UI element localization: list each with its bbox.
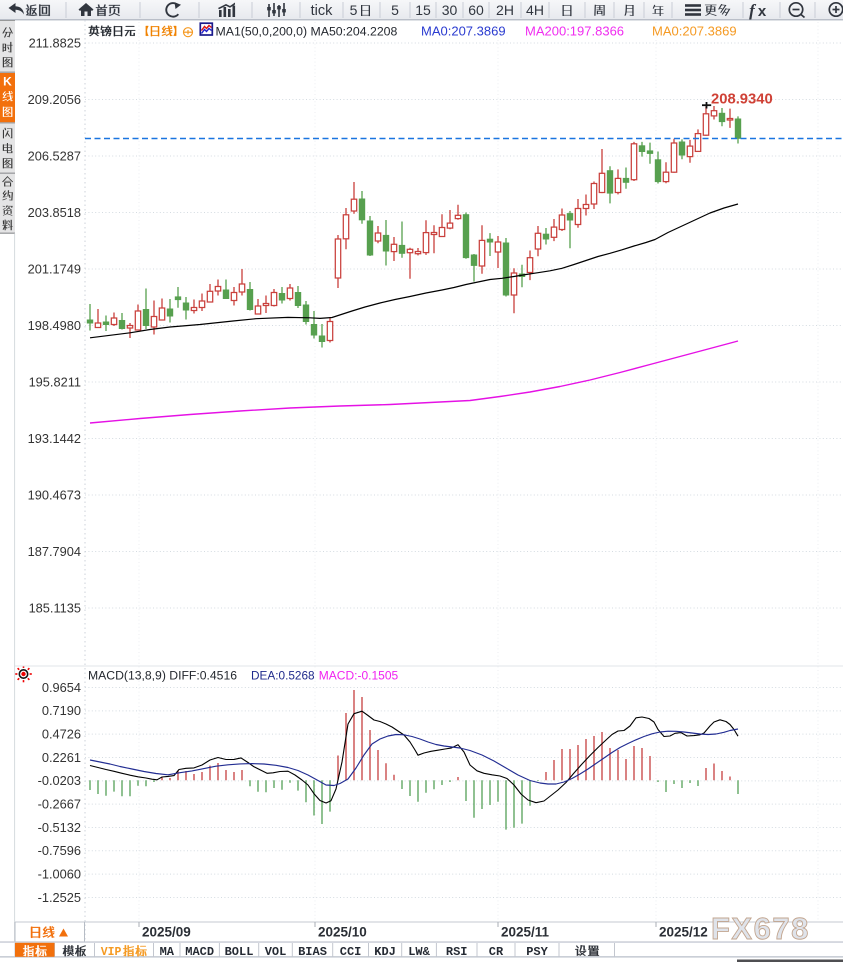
svg-text:CCI: CCI	[340, 945, 362, 959]
svg-text:FX678: FX678	[711, 911, 810, 946]
svg-text:MA0:207.3869: MA0:207.3869	[652, 24, 737, 39]
svg-text:-0.5132: -0.5132	[38, 820, 81, 835]
svg-text:5: 5	[391, 2, 399, 18]
svg-text:MACD(13,8,9) DIFF:0.4516: MACD(13,8,9) DIFF:0.4516	[88, 669, 237, 683]
svg-text:tick: tick	[311, 3, 334, 19]
svg-text:2025/10: 2025/10	[318, 925, 367, 940]
svg-text:DEA:0.5268: DEA:0.5268	[251, 669, 315, 683]
svg-text:195.8211: 195.8211	[29, 374, 81, 389]
svg-text:193.1442: 193.1442	[28, 431, 81, 446]
svg-text:30: 30	[442, 2, 458, 18]
svg-text:2H: 2H	[496, 2, 514, 18]
svg-text:198.4980: 198.4980	[28, 318, 81, 333]
svg-text:MA: MA	[160, 945, 175, 959]
svg-text:206.5287: 206.5287	[28, 148, 81, 163]
svg-text:208.9340: 208.9340	[711, 92, 773, 108]
svg-text:0.7190: 0.7190	[42, 703, 81, 718]
svg-text:-0.2667: -0.2667	[38, 796, 81, 811]
svg-text:15: 15	[415, 2, 431, 18]
svg-text:KDJ: KDJ	[374, 945, 396, 959]
svg-text:190.4673: 190.4673	[28, 487, 81, 502]
svg-text:5: 5	[350, 2, 358, 18]
svg-text:0.4726: 0.4726	[42, 726, 81, 741]
svg-text:-0.7596: -0.7596	[38, 843, 81, 858]
svg-text:2025/12: 2025/12	[659, 925, 708, 940]
svg-text:RSI: RSI	[446, 945, 468, 959]
svg-text:K: K	[3, 74, 12, 88]
svg-text:2025/09: 2025/09	[142, 925, 191, 940]
svg-text:60: 60	[468, 2, 484, 18]
svg-text:f: f	[749, 1, 757, 20]
svg-text:211.8825: 211.8825	[29, 35, 81, 50]
svg-text:CR: CR	[489, 945, 504, 959]
svg-text:BIAS: BIAS	[298, 945, 327, 959]
svg-text:PSY: PSY	[526, 945, 548, 959]
svg-text:209.2056: 209.2056	[28, 92, 81, 107]
svg-text:187.7904: 187.7904	[28, 544, 81, 559]
svg-text:VIP: VIP	[101, 946, 122, 959]
svg-text:MA0:207.3869: MA0:207.3869	[421, 24, 506, 39]
svg-text:2025/11: 2025/11	[501, 925, 550, 940]
svg-text:0.9654: 0.9654	[42, 680, 81, 695]
svg-text:203.8518: 203.8518	[28, 205, 81, 220]
svg-text:201.1749: 201.1749	[28, 261, 81, 276]
svg-text:0.2261: 0.2261	[42, 750, 81, 765]
svg-text:MACD:-0.1505: MACD:-0.1505	[319, 669, 399, 683]
svg-text:-1.0060: -1.0060	[38, 866, 81, 881]
svg-text:-1.2525: -1.2525	[38, 890, 81, 905]
svg-text:MA200:197.8366: MA200:197.8366	[525, 24, 624, 39]
svg-text:4H: 4H	[526, 2, 544, 18]
svg-text:MACD: MACD	[185, 945, 214, 959]
svg-text:BOLL: BOLL	[225, 945, 254, 959]
svg-text:185.1135: 185.1135	[29, 600, 81, 615]
svg-text:MA1(50,0,200,0) MA50:204.2208: MA1(50,0,200,0) MA50:204.2208	[216, 25, 398, 39]
svg-text:LW&: LW&	[408, 945, 430, 959]
svg-text:VOL: VOL	[265, 945, 287, 959]
svg-text:x: x	[758, 3, 767, 20]
svg-text:-0.0203: -0.0203	[38, 773, 81, 788]
